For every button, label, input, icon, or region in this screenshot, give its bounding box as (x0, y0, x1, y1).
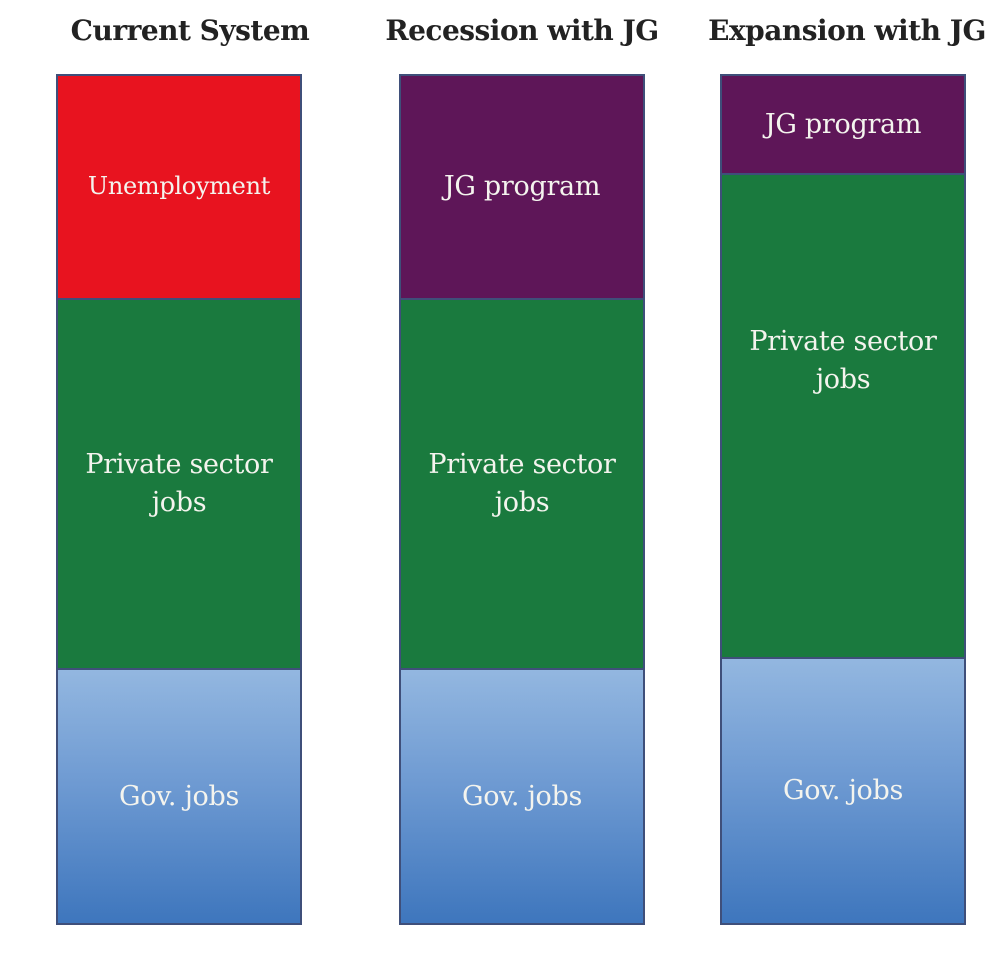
column-expansion-with-jg: JG program Private sector jobs Gov. jobs (720, 74, 966, 925)
segment-gov-jobs: Gov. jobs (720, 657, 966, 925)
segment-unemployment: Unemployment (56, 74, 302, 300)
segment-label: Private sector jobs (85, 449, 273, 518)
segment-private-sector-jobs: Private sector jobs (720, 173, 966, 659)
column-title-expansion-with-jg: Expansion with JG (708, 14, 986, 47)
segment-label: Gov. jobs (461, 780, 583, 812)
segment-jg-program: JG program (720, 74, 966, 175)
segment-gov-jobs: Gov. jobs (399, 668, 645, 925)
segment-label: JG program (764, 108, 922, 140)
segment-label: JG program (443, 171, 601, 203)
segment-gov-jobs: Gov. jobs (56, 668, 302, 925)
segment-jg-program: JG program (399, 74, 645, 300)
column-recession-with-jg: JG program Private sector jobs Gov. jobs (399, 74, 645, 925)
segment-label: Private sector jobs (749, 326, 937, 395)
segment-label: Unemployment (87, 172, 271, 201)
segment-private-sector-jobs: Private sector jobs (56, 298, 302, 670)
segment-label: Private sector jobs (428, 449, 616, 518)
column-current-system: Unemployment Private sector jobs Gov. jo… (56, 74, 302, 925)
segment-label: Gov. jobs (118, 780, 240, 812)
column-title-recession-with-jg: Recession with JG (385, 14, 659, 47)
segment-private-sector-jobs: Private sector jobs (399, 298, 645, 670)
column-title-current-system: Current System (70, 14, 310, 47)
segment-label: Gov. jobs (782, 775, 904, 807)
